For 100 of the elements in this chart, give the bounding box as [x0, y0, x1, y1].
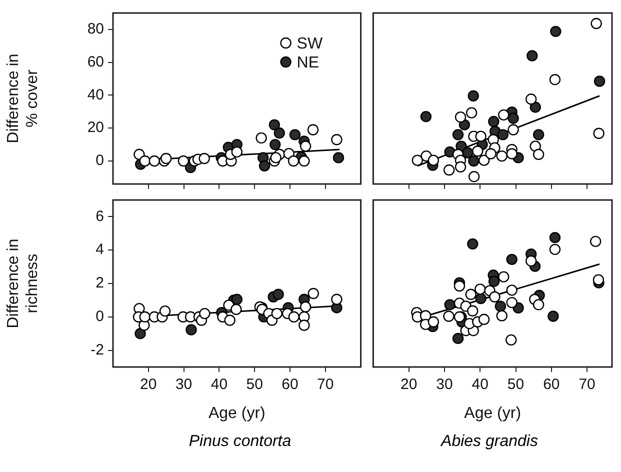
point: [532, 299, 544, 310]
y-tick-label: 6: [96, 208, 104, 225]
point: [508, 124, 519, 136]
point: [525, 94, 537, 105]
y-tick-label: 60: [87, 53, 104, 70]
point: [268, 119, 280, 130]
x-tick-label: 30: [175, 376, 192, 394]
point: [467, 238, 478, 250]
point: [594, 76, 606, 87]
y-tick-label: 80: [87, 20, 104, 38]
x-tick-label: 20: [140, 376, 157, 394]
y-tick-label: 0: [96, 152, 104, 170]
x-tick-label: 50: [246, 376, 263, 394]
point: [532, 148, 544, 160]
point: [452, 332, 464, 344]
x-tick-label: 60: [282, 376, 298, 394]
point: [592, 274, 604, 286]
point: [506, 254, 518, 266]
x-tick-label: 70: [578, 376, 596, 394]
point: [497, 129, 509, 140]
point: [289, 129, 301, 140]
legend-label: NE: [296, 54, 320, 72]
point: [506, 284, 518, 296]
text: Abies grandis: [439, 433, 539, 451]
point: [468, 171, 480, 182]
point: [488, 276, 500, 287]
point: [224, 314, 236, 326]
point: [331, 134, 342, 146]
y-tick-label: 0: [96, 308, 104, 326]
point: [308, 288, 319, 300]
x-tick-label: 40: [210, 376, 228, 394]
point: [467, 305, 478, 316]
point: [506, 148, 518, 160]
point: [258, 160, 270, 172]
point: [590, 236, 602, 248]
point: [198, 152, 210, 164]
point: [231, 294, 242, 305]
point: [478, 314, 490, 326]
point: [270, 152, 282, 164]
point: [444, 299, 456, 310]
point: [332, 152, 344, 164]
point: [231, 146, 242, 158]
point: [530, 102, 541, 113]
point: [475, 292, 486, 304]
point: [298, 320, 310, 331]
y-tick-label: -2: [90, 341, 104, 358]
x-axis-title: Age (yr): [464, 404, 522, 422]
point: [300, 301, 312, 312]
point: [548, 310, 559, 322]
y-tick-label: 4: [96, 241, 104, 258]
point: [526, 50, 538, 62]
point: [465, 288, 476, 300]
point: [139, 311, 150, 322]
point: [256, 132, 267, 144]
point: [298, 155, 310, 167]
point: [590, 18, 602, 30]
point: [549, 244, 561, 256]
y-tick-label: 2: [96, 274, 104, 292]
point: [288, 155, 300, 167]
point: [549, 74, 561, 86]
point: [475, 130, 486, 142]
point: [230, 304, 242, 315]
point: [454, 280, 466, 292]
point: [428, 316, 440, 328]
point: [494, 300, 506, 312]
point: [525, 255, 537, 267]
point: [508, 112, 519, 124]
point: [148, 155, 160, 167]
point: [550, 26, 562, 38]
x-tick-label: 30: [436, 376, 453, 394]
point: [300, 140, 312, 152]
point: [468, 90, 479, 102]
point: [199, 308, 210, 320]
point: [288, 311, 300, 322]
point: [272, 288, 284, 300]
x-tick-label: 70: [317, 376, 334, 394]
point: [159, 305, 171, 317]
point: [506, 334, 517, 346]
x-tick-label: 40: [472, 376, 488, 394]
point: [549, 232, 561, 244]
y-tick-label: 40: [87, 86, 104, 104]
point: [186, 324, 197, 336]
point: [307, 124, 319, 136]
x-tick-label: 50: [507, 376, 524, 394]
y-tick-label: 20: [87, 119, 104, 136]
x-tick-label: 20: [400, 376, 418, 394]
point: [270, 138, 281, 150]
point: [468, 155, 480, 167]
point: [271, 308, 282, 320]
point: [488, 116, 500, 128]
point: [139, 155, 150, 167]
point: [466, 107, 478, 118]
x-tick-label: 60: [543, 376, 560, 394]
point: [454, 161, 466, 172]
legend-label: SW: [296, 35, 324, 52]
x-axis-title: Age (yr): [208, 404, 266, 422]
point: [454, 111, 466, 123]
point: [178, 155, 190, 167]
point: [443, 310, 454, 322]
text: Pinus contorta: [188, 433, 292, 451]
